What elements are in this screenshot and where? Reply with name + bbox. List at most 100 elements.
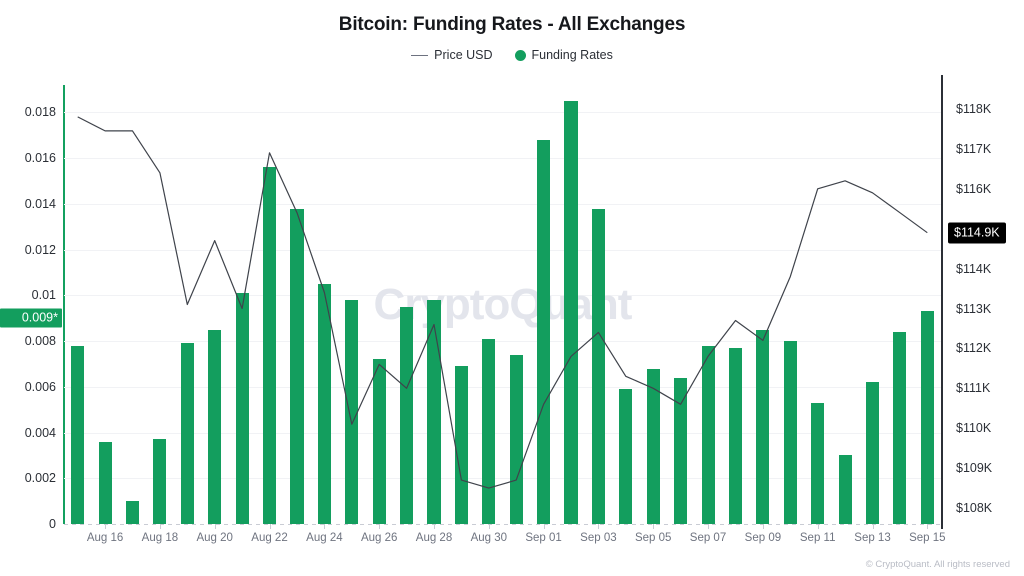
right-axis-tick-label: $113K [956,301,992,316]
bar[interactable] [591,208,605,524]
bar[interactable] [646,368,660,524]
legend-item-price-usd[interactable]: Price USD [411,48,493,62]
right-axis-tick-label: $116K [956,181,992,196]
bar[interactable] [345,299,359,524]
x-axis-tick [598,524,600,529]
line-marker-icon [411,54,429,56]
gridline [64,158,941,160]
bar[interactable] [728,347,743,524]
bar[interactable] [125,501,140,524]
x-axis-tick [434,524,435,529]
right-axis-line [941,75,943,529]
x-axis-tick [543,524,545,529]
x-axis-tick-label: Sep 05 [634,532,672,544]
x-axis-tick [105,524,107,529]
bar[interactable] [701,345,715,524]
bar[interactable] [674,377,688,524]
x-axis-tick [214,524,216,529]
bar[interactable] [564,101,578,524]
x-axis-tick [708,524,709,529]
x-axis-tick [379,524,381,529]
right-axis-tick-label: $109K [956,461,993,476]
x-axis-tick [653,524,655,529]
left-axis-tick-label: 0.016 [24,151,56,166]
bar[interactable] [893,331,907,524]
gridline [64,386,941,388]
left-axis-tick-label: 0.01 [31,288,56,303]
gridline [64,341,941,343]
x-axis-tick-label: Aug 30 [470,532,508,544]
x-axis-tick-label: Sep 01 [525,532,562,544]
legend-label-funding-rates: Funding Rates [531,48,613,62]
gridline [64,112,941,114]
x-axis-tick-label: Sep 11 [799,532,836,544]
bar[interactable] [619,389,633,524]
left-axis-tick-label: 0.002 [24,471,56,486]
left-axis-tick-label: 0.012 [24,242,56,257]
bar[interactable] [235,293,249,524]
gridline [64,249,941,251]
left-axis-tick-label: 0.004 [24,425,56,440]
x-axis-tick-label: Aug 26 [360,532,398,544]
x-axis-tick [324,524,326,529]
x-axis-tick-label: Sep 09 [744,532,782,544]
bar[interactable] [454,366,468,524]
bar[interactable] [509,354,523,524]
line-series-price-usd [77,116,928,489]
bar[interactable] [290,208,304,524]
bar[interactable] [153,439,167,524]
bar[interactable] [400,306,414,524]
chart-legend: Price USD Funding Rates [0,48,1024,62]
x-axis-tick [159,524,161,529]
right-axis-tick-label: $112K [956,341,992,356]
bar[interactable] [98,441,112,524]
bar[interactable] [263,167,277,524]
x-axis-tick [488,524,490,529]
right-axis-tick-label: $108K [956,501,993,515]
x-axis-tick [269,524,271,529]
bar[interactable] [372,359,386,524]
x-axis-tick-label: Aug 24 [306,532,343,544]
chart-title: Bitcoin: Funding Rates - All Exchanges [338,14,686,35]
x-axis-tick-label: Sep 15 [909,532,946,544]
bar[interactable] [811,402,825,524]
x-axis-tick-label: Aug 28 [415,532,453,544]
bar[interactable] [208,329,222,524]
gridline [64,295,941,297]
watermark: CryptoQuant [373,279,633,329]
bar[interactable] [838,455,852,524]
bar[interactable] [482,338,496,524]
legend-label-price-usd: Price USD [434,48,493,62]
x-axis-tick-label: Sep 03 [580,532,617,544]
bar[interactable] [71,345,85,524]
x-axis-tick [817,524,819,529]
x-axis-tick-label: Aug 20 [196,532,233,544]
right-axis-tick-label: $117K [956,141,992,156]
left-axis-tick-label: 0.008 [24,334,56,349]
gridline [64,478,941,480]
right-axis-current-badge: $114.9K [948,222,1006,244]
bar[interactable] [756,329,770,524]
bar[interactable] [783,341,797,524]
bar[interactable] [537,139,551,524]
bar[interactable] [180,343,194,524]
dot-marker-icon [514,49,526,61]
right-axis-tick-label: $111K [956,381,991,396]
x-axis-tick-label: Aug 16 [86,532,124,544]
x-axis-tick-label: Aug 22 [251,532,288,544]
x-axis-tick-label: Aug 18 [141,532,179,544]
bar[interactable] [317,283,331,524]
left-axis-current-badge: 0.009* [0,308,62,328]
left-axis-tick-label: 0.018 [24,105,56,120]
bar[interactable] [920,311,934,524]
x-axis-tick-label: Sep 13 [854,532,891,544]
left-axis-tick-label: 0.006 [24,379,56,394]
legend-item-funding-rates[interactable]: Funding Rates [514,48,613,62]
x-axis-tick [762,524,764,529]
right-axis-tick-label: $114K [956,261,992,276]
x-axis-baseline [64,523,941,525]
bar[interactable] [865,382,880,524]
x-axis-tick-label: Sep 07 [689,532,727,544]
bar[interactable] [427,299,441,524]
